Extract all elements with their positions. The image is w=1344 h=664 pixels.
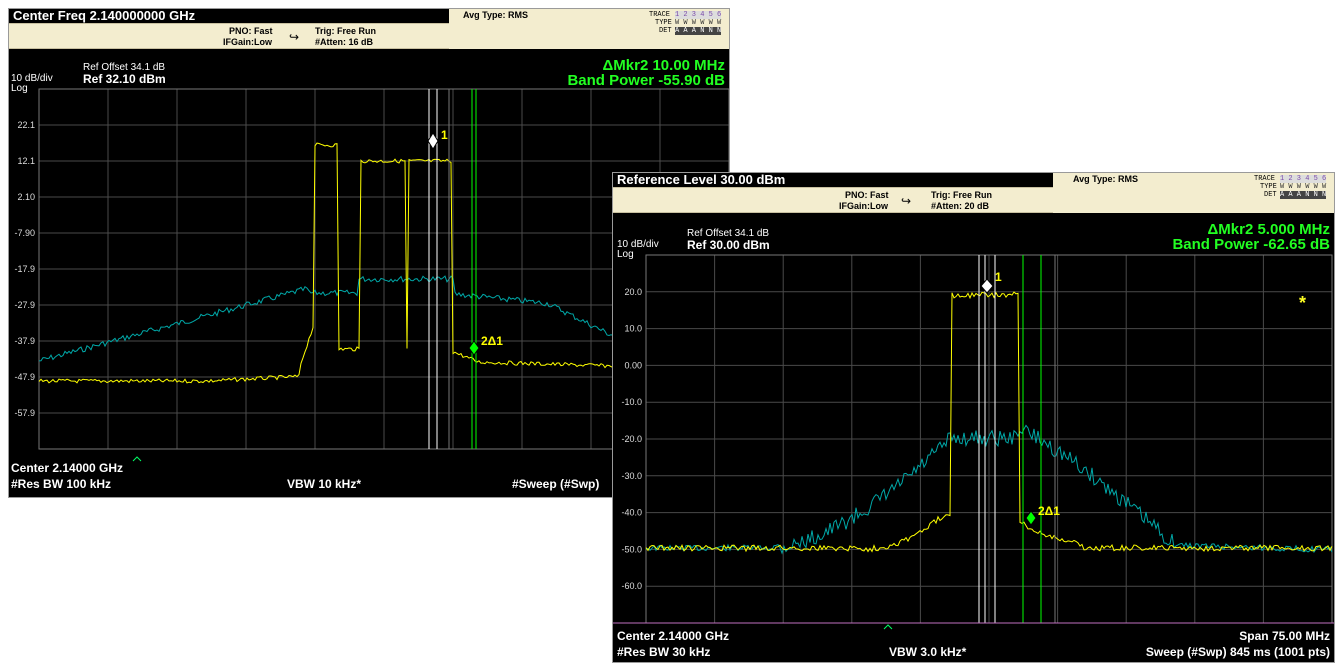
left-y-tick-label: -47.9 (14, 372, 35, 382)
left-y-tick-label: 12.1 (17, 156, 35, 166)
right-trig: Trig: Free Run (931, 190, 993, 200)
right-det-vals[interactable]: A A A N N N (1280, 191, 1327, 199)
left-type-vals[interactable]: W W W W W W (675, 19, 722, 27)
left-y-tick-label: -17.9 (14, 264, 35, 274)
left-header-right: Avg Type: RMS TRACE TYPE DET 1 2 3 4 5 6… (449, 9, 729, 49)
right-spectrum-plot[interactable]: 20.0 10.0 0.00 -10.0 -20.0 -30.0 -40.0 -50.0 -60… (613, 173, 1334, 664)
left-atten: #Atten: 16 dB (315, 37, 374, 47)
right-y-tick-label: -30.0 (621, 471, 642, 481)
right-marker1-label: 1 (995, 270, 1002, 284)
left-plot-frame (38, 88, 729, 450)
right-center-caret-icon (883, 624, 893, 630)
right-type-label: TYPE (1260, 183, 1277, 191)
right-vbw: VBW 3.0 kHz* (889, 645, 967, 659)
left-y-tick-label: 2.10 (17, 192, 35, 202)
left-loop-icon: ↪ (289, 30, 300, 44)
left-vbw: VBW 10 kHz* (287, 477, 362, 491)
right-loop-icon: ↪ (901, 194, 912, 208)
right-y-tick-label: 0.00 (624, 360, 642, 370)
right-ifgain: IFGain:Low (839, 201, 888, 211)
right-span[interactable]: Span 75.00 MHz (1239, 629, 1330, 643)
right-type-vals[interactable]: W W W W W W (1280, 183, 1327, 191)
right-sweep: Sweep (#Swp) 845 ms (1001 pts) (1145, 645, 1330, 659)
left-trig: Trig: Free Run (315, 26, 377, 36)
right-trace-nums[interactable]: 1 2 3 4 5 6 (1280, 175, 1327, 183)
right-y-tick-label: -20.0 (621, 434, 642, 444)
right-band-power-readout: Band Power -62.65 dB (1172, 236, 1330, 253)
left-y-tick-label: -57.9 (14, 408, 35, 418)
left-scale: 10 dB/div (11, 73, 53, 84)
left-sweep: #Sweep (#Swp) (512, 477, 600, 491)
right-analyzer-window: Reference Level 30.00 dBm PNO: Fast IFGa… (612, 172, 1335, 663)
right-delta-marker-readout[interactable]: ΔMkr2 5.000 MHz (1207, 221, 1331, 238)
left-y-tick-label: -27.9 (14, 300, 35, 310)
left-center-freq: Center 2.14000 GHz (11, 461, 124, 475)
left-trace-nums[interactable]: 1 2 3 4 5 6 (675, 11, 722, 19)
right-star-annotation: * (1299, 293, 1307, 313)
right-marker2-label: 2Δ1 (1038, 504, 1060, 518)
left-y-tick-label: 22.1 (17, 120, 35, 130)
left-ref-offset: Ref Offset 34.1 dB (83, 62, 166, 73)
left-title-bar: Center Freq 2.140000000 GHz (9, 9, 224, 23)
right-header-right: Avg Type: RMS TRACE TYPE DET 1 2 3 4 5 6… (1053, 173, 1334, 213)
right-cyan-trace (645, 424, 1333, 555)
right-y-tick-label: -60.0 (621, 581, 642, 591)
right-ref-level[interactable]: Ref 30.00 dBm (687, 238, 770, 252)
left-type-label: TYPE (655, 19, 672, 27)
right-ref-offset: Ref Offset 34.1 dB (687, 228, 770, 239)
left-analyzer-window: Center Freq 2.140000000 GHz PNO: Fast IF… (8, 8, 730, 498)
right-center-freq: Center 2.14000 GHz (617, 629, 730, 643)
left-center-caret-icon (132, 456, 142, 462)
left-log-label: Log (11, 83, 28, 94)
right-atten: #Atten: 20 dB (931, 201, 990, 211)
left-y-tick-label: -37.9 (14, 336, 35, 346)
left-marker1-label: 1 (441, 128, 448, 142)
left-pno: PNO: Fast (229, 26, 273, 36)
right-marker2-icon (1025, 510, 1037, 526)
right-y-tick-label: -10.0 (621, 397, 642, 407)
left-ifgain: IFGain:Low (223, 37, 272, 47)
right-y-tick-label: 10.0 (624, 324, 642, 334)
left-trace-table: TRACE TYPE DET 1 2 3 4 5 6 W W W W W W A… (649, 11, 727, 41)
left-res-bw: #Res BW 100 kHz (11, 477, 112, 491)
right-yellow-trace (645, 291, 1333, 553)
right-y-tick-label: -50.0 (621, 544, 642, 554)
left-ref-level[interactable]: Ref 32.10 dBm (83, 72, 166, 86)
right-pno: PNO: Fast (845, 190, 889, 200)
right-scale: 10 dB/div (617, 239, 659, 250)
left-y-tick-label: -7.90 (14, 228, 35, 238)
left-delta-marker-readout[interactable]: ΔMkr2 10.00 MHz (602, 57, 726, 74)
right-trace-label: TRACE (1254, 175, 1276, 183)
right-avg-type: Avg Type: RMS (1073, 174, 1139, 184)
right-log-label: Log (617, 249, 634, 260)
right-trace-table: TRACE TYPE DET 1 2 3 4 5 6 W W W W W W A… (1254, 175, 1332, 205)
left-trace-label: TRACE (649, 11, 671, 19)
right-marker1-icon (980, 278, 994, 294)
right-det-label: DET (1264, 191, 1277, 199)
left-det-vals[interactable]: A A A N N N (675, 27, 722, 35)
right-y-tick-label: -40.0 (621, 508, 642, 518)
right-y-tick-label: 20.0 (624, 287, 642, 297)
right-title-bar: Reference Level 30.00 dBm (613, 173, 813, 187)
left-band-power-readout: Band Power -55.90 dB (567, 72, 725, 89)
right-ref-level-title[interactable]: Reference Level 30.00 dBm (617, 172, 786, 187)
left-marker2-icon (468, 340, 480, 356)
left-center-freq-title[interactable]: Center Freq 2.140000000 GHz (13, 8, 196, 23)
left-marker1-icon (427, 132, 439, 150)
left-avg-type: Avg Type: RMS (463, 10, 529, 20)
left-det-label: DET (659, 27, 672, 35)
left-marker2-label: 2Δ1 (481, 334, 503, 348)
right-res-bw: #Res BW 30 kHz (617, 645, 711, 659)
